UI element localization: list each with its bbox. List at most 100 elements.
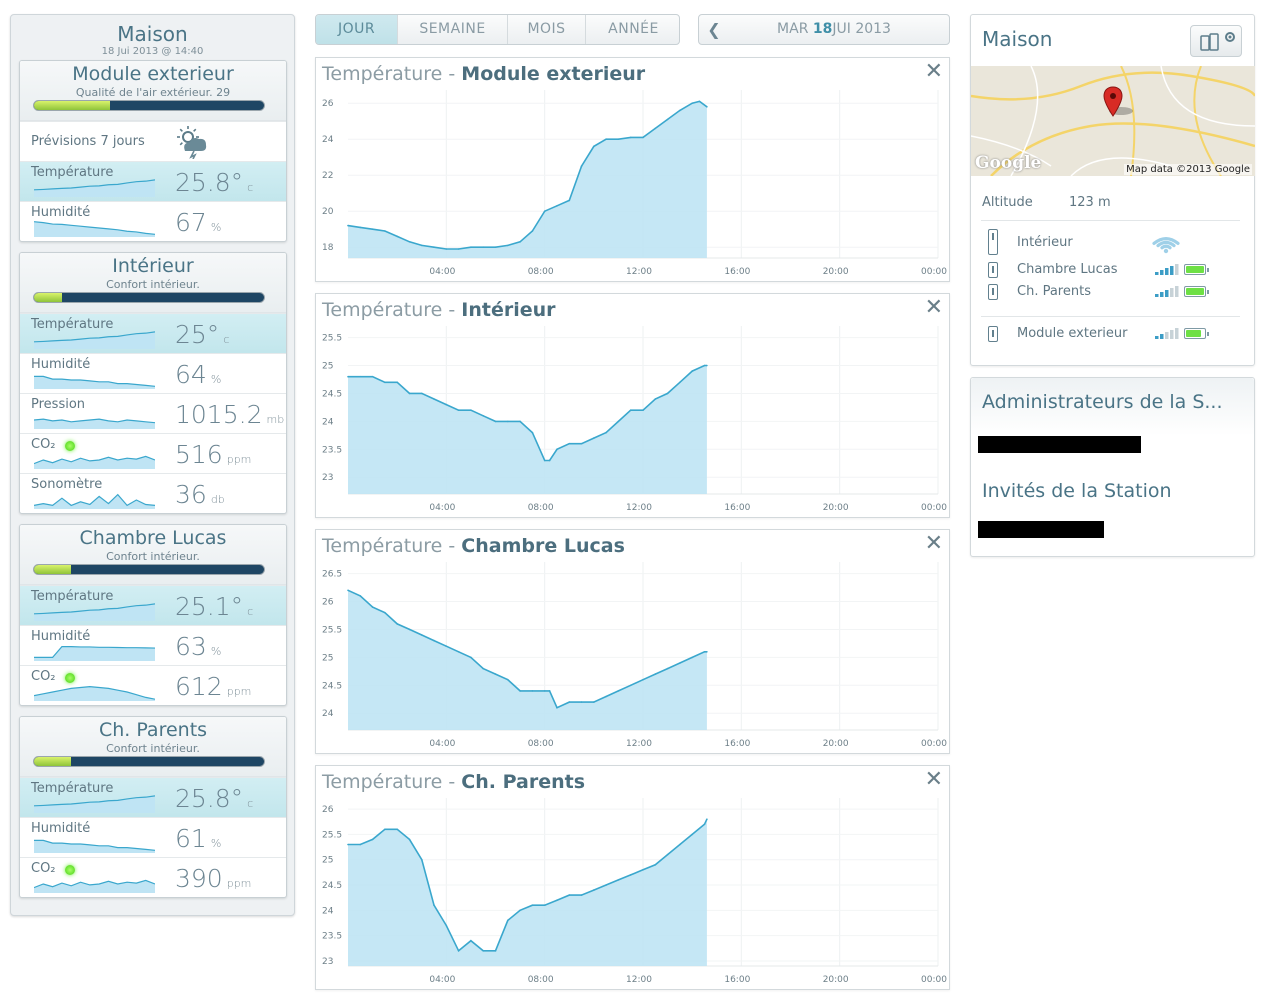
measure-number: 36 — [175, 480, 207, 509]
measure-row[interactable]: CO₂ 516 ppm — [20, 433, 286, 473]
data-point — [396, 235, 398, 238]
status-dot-icon — [65, 441, 75, 451]
module-title[interactable]: Ch. Parents — [98, 719, 208, 741]
quality-bar — [33, 564, 265, 575]
data-point — [629, 136, 632, 139]
measure-row[interactable]: Humidité 63% — [20, 625, 286, 665]
measure-value: 390 ppm — [175, 864, 251, 893]
guests-title[interactable]: Invités de la Station — [982, 480, 1172, 502]
data-point — [445, 248, 448, 250]
measure-unit: ppm — [226, 453, 252, 466]
y-tick-label: 26 — [322, 598, 334, 608]
admins-title[interactable]: Administrateurs de la S... — [982, 391, 1223, 413]
measure-number: 61 — [175, 824, 207, 853]
data-point — [580, 894, 583, 896]
date-weekday: MAR — [777, 21, 809, 37]
tab-semaine[interactable]: SEMAINE — [398, 15, 508, 44]
chart-title-prefix: Température - — [322, 535, 462, 557]
data-point — [654, 673, 657, 675]
forecast-label: Prévisions 7 jours — [31, 134, 145, 149]
temperature-line[interactable] — [347, 589, 707, 709]
sparkline-line — [34, 839, 155, 851]
data-point — [642, 136, 644, 139]
forecast-row[interactable]: Prévisions 7 jours — [20, 121, 286, 161]
x-tick-label: 00:00 — [921, 975, 947, 985]
y-tick-label: 24.5 — [322, 389, 342, 399]
data-point — [359, 375, 362, 378]
y-tick-label: 25 — [322, 856, 333, 866]
temperature-line[interactable] — [348, 364, 707, 462]
chart-title: Température - Chambre Lucas — [322, 535, 625, 557]
x-tick-label: 00:00 — [921, 739, 947, 749]
data-point — [593, 145, 595, 148]
data-point — [548, 459, 551, 462]
data-point — [470, 656, 472, 659]
data-point — [556, 448, 558, 451]
sparkline — [34, 603, 155, 621]
measure-row[interactable]: CO₂ 390 ppm — [20, 857, 286, 897]
tab-année[interactable]: ANNÉE — [608, 21, 659, 37]
sparkline — [34, 331, 155, 349]
location-pin-icon[interactable] — [1103, 86, 1123, 118]
measure-value: 25.8° c — [175, 784, 253, 813]
measure-row[interactable]: Humidité 64% — [20, 353, 286, 393]
location-map[interactable]: Google Map data ©2013 Google — [971, 66, 1255, 176]
measure-row[interactable]: CO₂ 612 ppm — [20, 665, 286, 705]
measure-value: 25° c — [175, 320, 229, 349]
module-device-icon — [988, 326, 998, 342]
measure-row[interactable]: Humidité 67% — [20, 201, 286, 241]
y-tick-label: 25.5 — [322, 830, 342, 840]
close-icon[interactable]: ✕ — [924, 767, 943, 792]
module-card: Chambre Lucas Confort intérieur. Températu… — [19, 524, 287, 706]
sun-cloud-storm-icon[interactable] — [176, 125, 210, 159]
quality-bar-fill — [34, 757, 71, 766]
measure-row[interactable]: Pression 1015.2 mb — [20, 393, 286, 433]
chart-plot: 04:00 08:00 12:00 16:00 20:00 00:00 26 24 22 20 18 — [322, 90, 947, 277]
measure-row[interactable]: Sonomètre 36 db — [20, 473, 286, 513]
map-credit[interactable]: Map data ©2013 Google — [1124, 164, 1252, 175]
measure-row[interactable]: Température 25.1° c — [20, 585, 286, 625]
close-icon[interactable]: ✕ — [924, 295, 943, 320]
battery-level — [1186, 330, 1202, 337]
module-title[interactable]: Chambre Lucas — [79, 527, 227, 549]
tab-mois[interactable]: MOIS — [508, 15, 586, 44]
divider — [981, 316, 1240, 317]
close-icon[interactable]: ✕ — [924, 531, 943, 556]
measure-label: Humidité — [31, 205, 91, 220]
measure-value: 1015.2 mb — [175, 400, 284, 429]
date-selector[interactable]: ❮ MAR 18JUI 2013 — [698, 14, 950, 45]
data-point — [605, 695, 607, 698]
module-title[interactable]: Intérieur — [112, 255, 194, 277]
measure-label: Température — [31, 165, 114, 180]
data-point — [703, 651, 706, 653]
close-icon[interactable]: ✕ — [924, 59, 943, 84]
sparkline-line — [34, 493, 155, 507]
measure-number: 25.8° — [175, 168, 244, 197]
chevron-left-icon[interactable]: ❮ — [707, 20, 721, 39]
data-point — [580, 442, 583, 445]
chart-panel: Température - Ch. Parents ✕ 04:00 08:00 12:0… — [315, 765, 950, 990]
device-row[interactable]: Intérieur — [982, 229, 1242, 257]
device-row[interactable]: Ch. Parents — [982, 282, 1242, 306]
measure-row[interactable]: Température 25.8° c — [20, 777, 286, 817]
station-title: Maison — [982, 27, 1053, 51]
measure-number: 25° — [175, 320, 220, 349]
measure-row[interactable]: Température 25.8° c — [20, 161, 286, 201]
device-row[interactable]: Chambre Lucas — [982, 260, 1242, 284]
x-tick-label: 20:00 — [823, 267, 849, 277]
tab-jour[interactable]: JOUR — [316, 15, 398, 44]
device-row[interactable]: Module exterieur — [982, 324, 1242, 348]
sparkline-line — [34, 645, 155, 658]
chart-plot: 04:00 08:00 12:00 16:00 20:00 00:00 26 25.5 25 24… — [322, 798, 947, 985]
date-month-year: JUI 2013 — [832, 21, 891, 37]
devices-gear-icon — [1200, 32, 1235, 51]
station-settings-button[interactable] — [1190, 25, 1242, 57]
data-point — [433, 639, 435, 642]
measure-label: Humidité — [31, 629, 91, 644]
temperature-area — [348, 819, 707, 966]
module-title[interactable]: Module exterieur — [72, 63, 234, 85]
home-date: 18 Jui 2013 @ 14:40 — [101, 46, 204, 57]
measure-row[interactable]: Humidité 61% — [20, 817, 286, 857]
measure-row[interactable]: Température 25° c — [20, 313, 286, 353]
data-point — [347, 224, 349, 227]
